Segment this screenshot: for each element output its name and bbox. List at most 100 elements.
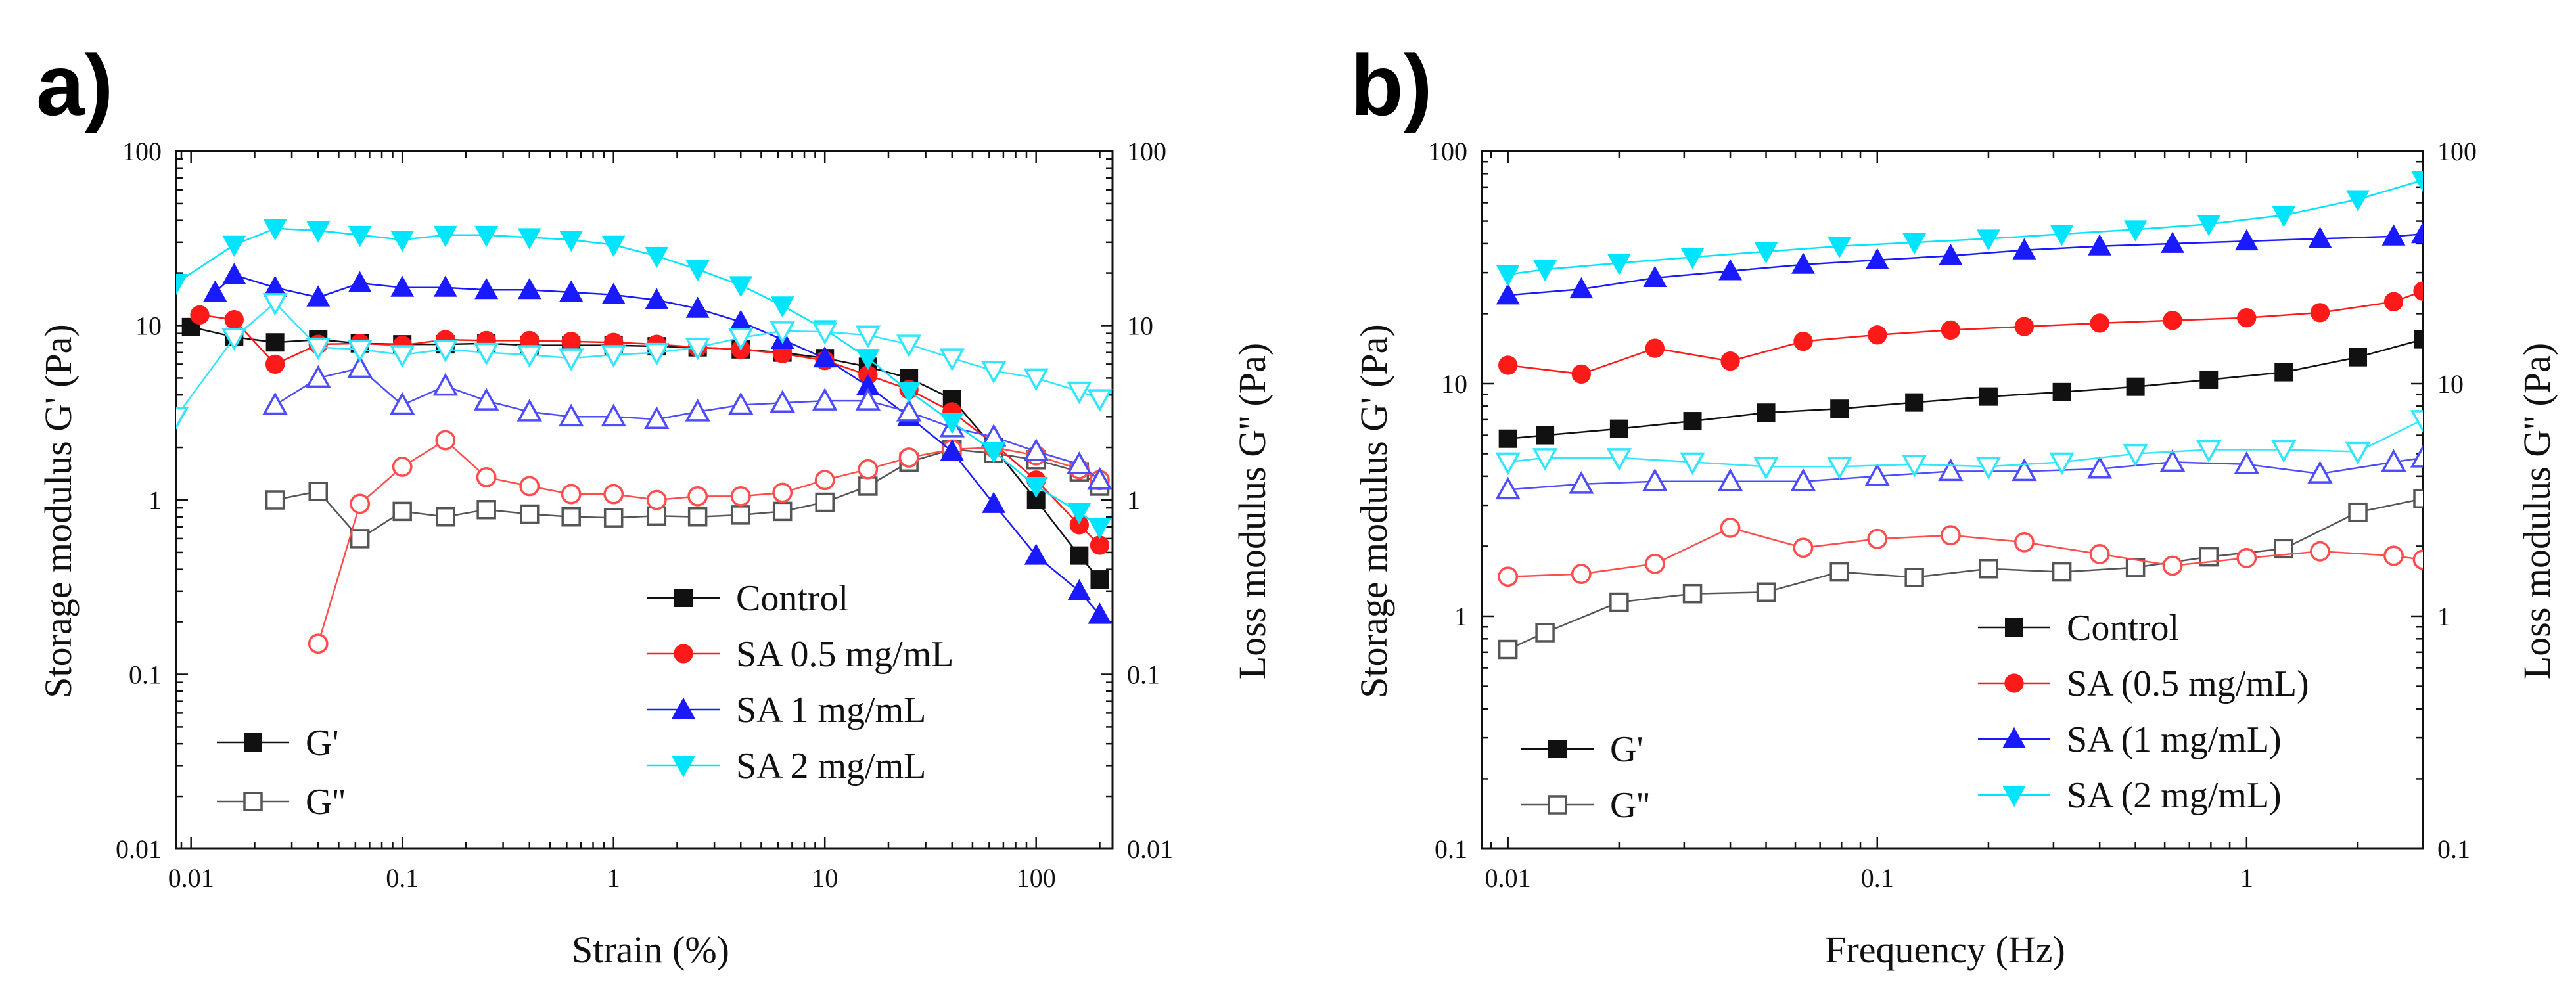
data-point [2012,238,2036,260]
data-point [645,246,669,269]
series-control-gdoubleprime [1498,489,2423,660]
data-point [858,476,878,496]
data-point [1682,583,1703,604]
data-point [940,413,964,434]
data-point [646,489,667,510]
data-point [770,296,794,318]
data-point [435,430,456,451]
series-line [1507,233,2423,296]
data-point [896,334,922,358]
data-point [1643,265,1667,287]
data-point [265,354,285,374]
data-point [559,280,584,302]
data-point [2196,440,2222,463]
series-control-gprime [1498,330,2423,448]
data-point [1941,525,1961,546]
data-point [1938,458,1964,482]
x-tick-label: 1 [607,863,620,893]
series-layer [1495,171,2423,660]
data-point [1868,325,1887,345]
data-point [939,348,965,372]
y-right-tick-label: 10 [2437,369,2464,399]
data-point [389,392,415,415]
data-point [1087,389,1113,412]
data-point [1536,426,1555,445]
series-line [1507,338,2423,440]
legend-label: Control [2067,608,2179,648]
data-point [815,492,835,512]
legend-marker [2002,786,2026,807]
data-point [1979,387,1998,406]
data-point [2412,549,2423,570]
data-point [1754,242,1778,264]
data-point [1644,553,1665,574]
data-point [814,470,835,491]
legend-marker [244,733,262,752]
panel-a-ylabel-right: Loss modulus G'' (Pa) [1231,343,1274,679]
data-point [2234,451,2260,474]
y-left-tick-label: 10 [135,311,162,341]
data-point [2126,377,2145,396]
data-point [1680,248,1705,269]
data-point [1088,602,1112,624]
data-point [1756,582,1776,602]
x-tick-label: 100 [1017,863,1056,893]
data-point [1023,368,1049,392]
data-point [1645,338,1665,358]
data-point [432,340,459,363]
y-right-tick-label: 10 [1127,311,1153,341]
data-point [1087,466,1113,490]
data-point [558,403,584,427]
legend-label: SA 2 mg/mL [736,746,926,786]
data-point [2086,455,2113,479]
data-point [392,501,412,522]
data-point [190,305,210,325]
data-point [2162,555,2183,576]
data-point [350,493,371,514]
data-point [2272,206,2296,227]
panel-b-frequency-sweep: b) Frequency (Hz) Storage modulus G' (Pa… [1350,37,2558,971]
x-tick-label: 0.01 [168,863,214,893]
data-point [476,499,496,520]
data-point [2088,234,2112,256]
x-tick-label: 0.01 [1485,863,1531,893]
data-point [2413,489,2423,508]
data-point [980,361,1007,384]
data-point [982,441,1006,464]
data-point [1495,476,1521,500]
data-point [348,271,372,292]
data-point [350,529,370,549]
data-point [1826,457,1852,480]
data-point [1683,412,1702,431]
data-point [1865,248,1889,269]
data-point [1533,260,1557,282]
data-point [389,345,415,368]
legend-series: Control SA 0.5 mg/mL SA 1 mg/mL SA 2 mg/mL [647,578,954,786]
data-point [2197,215,2221,237]
data-point [262,392,288,415]
series-layer [176,219,1113,654]
legend-marker [2005,618,2023,637]
data-point [1067,503,1092,525]
data-point [1088,518,1112,539]
data-point [601,403,626,427]
data-point [561,507,581,527]
data-point [1571,564,1592,585]
data-point [306,337,331,361]
data-point [1609,419,1628,438]
data-point [645,288,669,309]
data-point [1496,265,1520,286]
data-point [306,285,331,307]
data-point [1532,448,1558,471]
data-point [2014,532,2035,553]
series-line [1507,179,2423,275]
data-point [2308,227,2332,248]
data-point [432,373,459,396]
data-point [858,459,879,480]
data-point [1498,429,1517,448]
panel-b-xlabel: Frequency (Hz) [1825,928,2065,971]
legend-label: SA 1 mg/mL [736,690,926,731]
y-right-tick-label: 0.1 [1127,660,1160,690]
data-point [1904,568,1924,587]
data-point [2236,547,2257,568]
